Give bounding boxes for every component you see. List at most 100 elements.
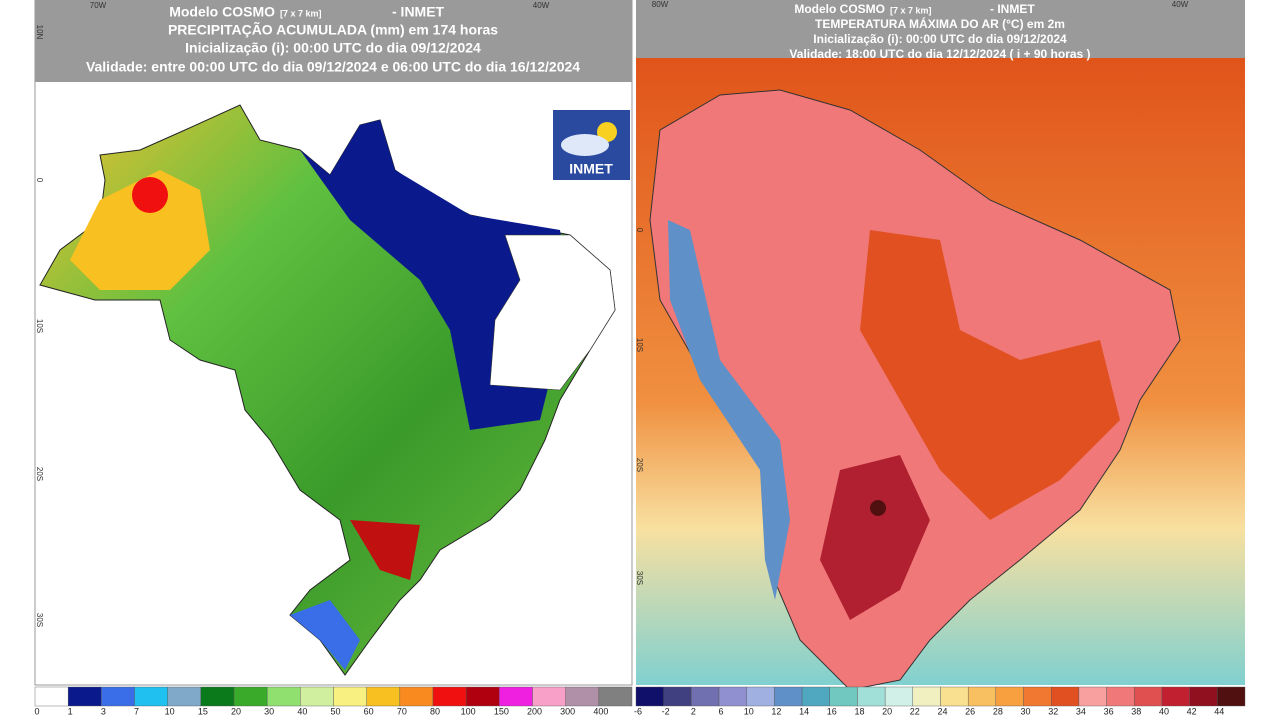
colorbar-swatch xyxy=(1217,686,1246,707)
colorbar-label: 30 xyxy=(1021,706,1031,716)
colorbar-label: 20 xyxy=(882,706,892,716)
colorbar-swatch xyxy=(432,686,467,707)
colorbar-swatch xyxy=(857,686,886,707)
colorbar-swatch xyxy=(399,686,434,707)
colorbar-swatch xyxy=(635,686,664,707)
colorbar-swatch xyxy=(333,686,367,707)
colorbar-swatch xyxy=(1106,686,1135,707)
lon-label: 80W xyxy=(652,0,669,9)
colorbar-swatch xyxy=(200,686,235,707)
colorbar-swatch xyxy=(1051,686,1080,707)
colorbar-label: 0 xyxy=(34,706,39,716)
colorbar-swatch xyxy=(829,686,858,707)
colorbar-label: 34 xyxy=(1076,706,1086,716)
temp-max xyxy=(870,500,886,516)
lon-label: 40W xyxy=(1172,0,1189,9)
colorbar-label: 36 xyxy=(1104,706,1114,716)
colorbar-label: 2 xyxy=(691,706,696,716)
colorbar-label: 44 xyxy=(1214,706,1224,716)
title-line: Inicialização (i): 00:00 UTC do dia 09/1… xyxy=(185,40,481,56)
model: Modelo COSMO xyxy=(794,2,885,16)
colorbar-swatch xyxy=(884,686,914,707)
colorbar-swatch xyxy=(366,686,401,707)
colorbar-label: 18 xyxy=(854,706,864,716)
colorbar-label: 300 xyxy=(560,706,575,716)
title-line: Validade: 18:00 UTC do dia 12/12/2024 ( … xyxy=(789,47,1090,61)
title-line: PRECIPITAÇÃO ACUMULADA (mm) em 174 horas xyxy=(168,21,498,38)
logo-cloud xyxy=(561,134,609,156)
source: - INMET xyxy=(990,2,1035,16)
source: - INMET xyxy=(392,4,445,20)
colorbar-swatch xyxy=(499,686,533,707)
colorbar-label: -6 xyxy=(634,706,642,716)
colorbar-swatch xyxy=(465,686,500,707)
colorbar-swatch xyxy=(801,686,830,707)
colorbar-label: 22 xyxy=(910,706,920,716)
lat-label: 10N xyxy=(35,25,44,40)
lon-label: 40W xyxy=(533,1,550,10)
colorbar-swatch xyxy=(663,686,692,707)
colorbar-label: 200 xyxy=(527,706,542,716)
colorbar-label: 20 xyxy=(231,706,241,716)
colorbar-label: 100 xyxy=(461,706,476,716)
colorbar-label: 10 xyxy=(165,706,175,716)
colorbar-label: 40 xyxy=(297,706,307,716)
lat-label: 20S xyxy=(635,458,644,472)
lat-label: 0 xyxy=(635,228,644,233)
model: Modelo COSMO xyxy=(169,4,275,20)
colorbar-label: 50 xyxy=(330,706,340,716)
colorbar-label: 16 xyxy=(827,706,837,716)
colorbar-label: 14 xyxy=(799,706,809,716)
colorbar-label: 42 xyxy=(1187,706,1197,716)
colorbar-swatch xyxy=(598,686,633,707)
rain-light-east xyxy=(489,234,616,391)
colorbar-swatch xyxy=(718,686,747,707)
lat-label: 30S xyxy=(35,613,44,627)
rain-northwest xyxy=(70,170,210,290)
lat-label: 10S xyxy=(635,338,644,352)
colorbar-swatch xyxy=(1134,686,1163,707)
lat-label: 20S xyxy=(35,467,44,481)
colorbar-label: 150 xyxy=(494,706,509,716)
colorbar-label: 80 xyxy=(430,706,440,716)
colorbar-swatch xyxy=(774,686,803,707)
andes xyxy=(668,220,790,600)
colorbar-label: 60 xyxy=(364,706,374,716)
colorbar-label: 26 xyxy=(965,706,975,716)
resolution: [7 x 7 km] xyxy=(280,8,322,18)
lat-label: 10S xyxy=(35,319,44,333)
colorbar-swatch xyxy=(1023,686,1052,707)
colorbar-label: 28 xyxy=(993,706,1003,716)
colorbar-swatch xyxy=(691,686,720,707)
colorbar-label: 6 xyxy=(719,706,724,716)
lat-label: 0 xyxy=(35,178,44,183)
colorbar-label: 70 xyxy=(397,706,407,716)
colorbar-label: 30 xyxy=(264,706,274,716)
rain-south xyxy=(350,520,420,580)
colorbar-swatch xyxy=(940,686,969,707)
colorbar-swatch xyxy=(101,686,135,707)
colorbar-swatch xyxy=(1161,686,1190,707)
title-line: TEMPERATURA MÁXIMA DO AR (°C) em 2m xyxy=(815,16,1065,31)
colorbar-label: -2 xyxy=(662,706,670,716)
colorbar-swatch xyxy=(746,686,775,707)
lat-label: 30S xyxy=(635,571,644,585)
lon-label: 70W xyxy=(90,1,107,10)
rain-max xyxy=(132,177,168,213)
colorbar-label: 32 xyxy=(1048,706,1058,716)
colorbar-label: 400 xyxy=(593,706,608,716)
colorbar-swatch xyxy=(995,686,1024,707)
rain-far-south xyxy=(290,600,360,670)
left-panel: INMET Modelo COSMO [7 x 7 km] - INMET PR… xyxy=(34,0,633,686)
colorbar-label: 3 xyxy=(101,706,106,716)
colorbar-label: 40 xyxy=(1159,706,1169,716)
colorbar-swatch xyxy=(233,686,268,707)
colorbar-swatch xyxy=(565,686,600,707)
colorbar-swatch xyxy=(34,686,69,707)
hottest-region xyxy=(820,455,930,620)
colorbar-swatch xyxy=(1078,686,1107,707)
header xyxy=(636,0,1245,58)
logo-text: INMET xyxy=(569,161,613,177)
title-line: Validade: entre 00:00 UTC do dia 09/12/2… xyxy=(86,59,580,75)
